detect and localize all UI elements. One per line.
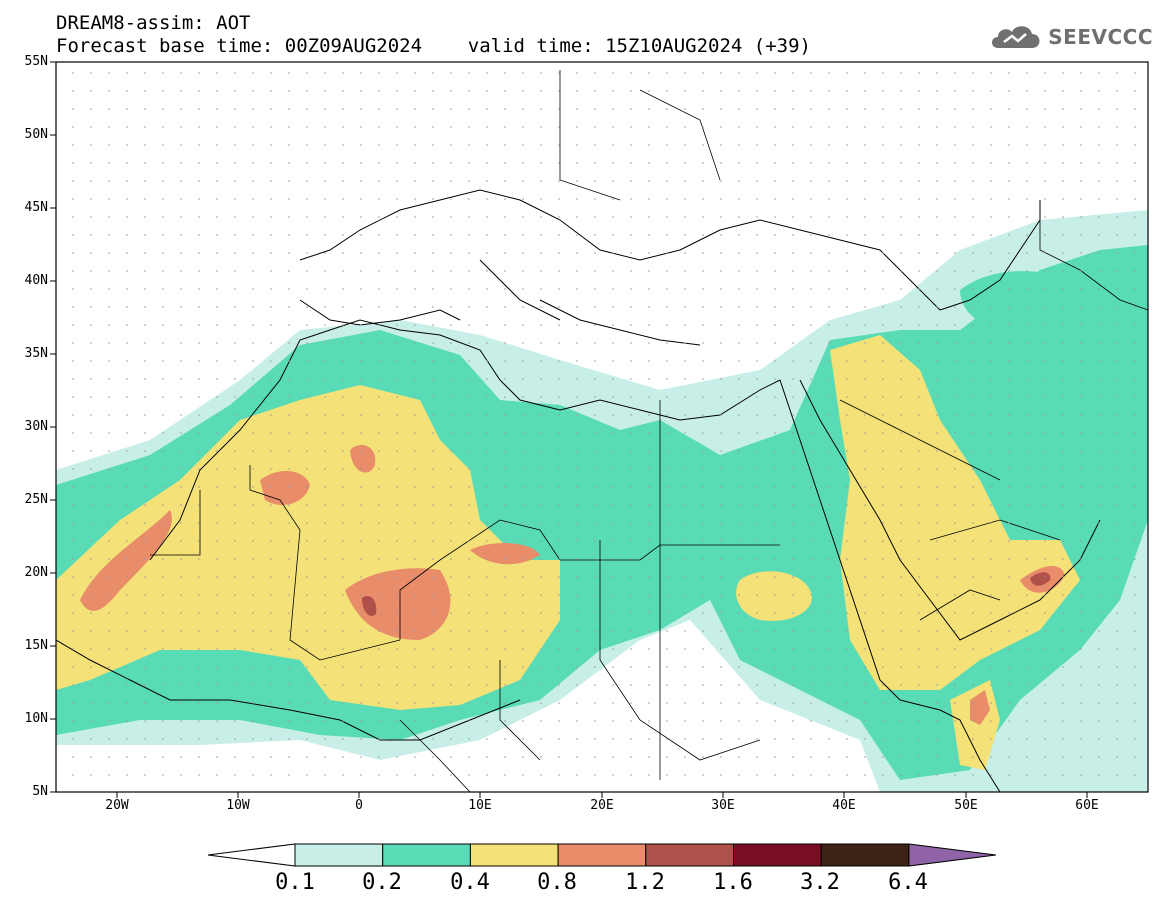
lon-label: 30E [711, 798, 735, 813]
lon-label: 20W [105, 798, 129, 813]
lon-label: 50E [954, 798, 978, 813]
lat-label: 15N [24, 638, 48, 653]
lat-label: 55N [24, 54, 48, 69]
lon-label: 0 [355, 798, 363, 813]
colorbar-label: 0.4 [450, 870, 490, 895]
seevccc-logo: SEEVCCC [988, 20, 1153, 54]
lat-label: 25N [24, 492, 48, 507]
colorbar-label: 0.8 [537, 870, 577, 895]
lat-label: 40N [24, 273, 48, 288]
lon-label: 10E [468, 798, 492, 813]
colorbar-label: 3.2 [800, 870, 840, 895]
colorbar-label: 1.6 [713, 870, 753, 895]
map-title: DREAM8-assim: AOT [56, 12, 251, 34]
lon-label: 20E [590, 798, 614, 813]
lat-label: 35N [24, 346, 48, 361]
lat-label: 30N [24, 419, 48, 434]
lat-label: 5N [32, 784, 48, 799]
colorbar-label: 6.4 [888, 870, 928, 895]
lon-label: 40E [832, 798, 856, 813]
lat-label: 20N [24, 565, 48, 580]
colorbar-label: 1.2 [625, 870, 665, 895]
lat-label: 10N [24, 711, 48, 726]
lat-label: 45N [24, 200, 48, 215]
lat-ticks [50, 61, 56, 793]
lon-ticks [116, 792, 1088, 798]
colorbar-label: 0.2 [362, 870, 402, 895]
lon-label: 60E [1075, 798, 1099, 813]
cloud-logo-icon [992, 26, 1040, 48]
lat-label: 50N [24, 127, 48, 142]
colorbar-label: 0.1 [275, 870, 315, 895]
lon-label: 10W [226, 798, 250, 813]
logo-text: SEEVCCC [1048, 25, 1153, 49]
forecast-time-line: Forecast base time: 00Z09AUG2024 valid t… [56, 35, 811, 57]
